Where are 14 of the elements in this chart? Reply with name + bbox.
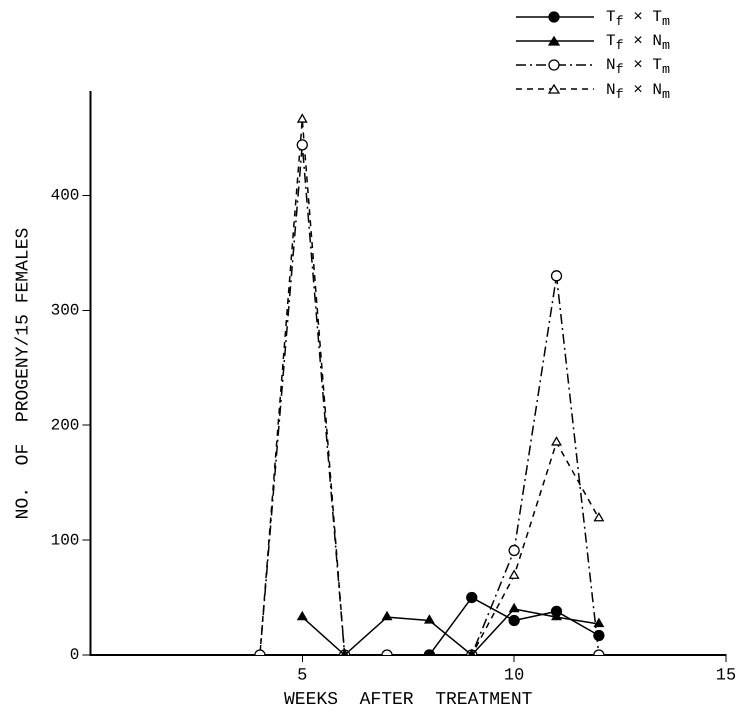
y-tick-label: 100: [50, 531, 80, 550]
x-axis-title: WEEKS AFTER TREATMENT: [284, 690, 533, 710]
x-tick-label: 10: [504, 666, 524, 686]
y-tick-label: 400: [50, 186, 80, 205]
legend-label: N$_{f}$ × T$_{m}$: [606, 56, 670, 79]
x-tick-label: 5: [297, 666, 308, 686]
x-tick-label: 15: [716, 666, 736, 686]
legend-label: N$_{f}$ × N$_{m}$: [606, 80, 670, 103]
legend-label: T$_{f}$ × T$_{m}$: [606, 8, 670, 30]
y-tick-label: 0: [70, 646, 80, 664]
legend-label: T$_{f}$ × N$_{m}$: [606, 32, 670, 54]
y-axis-title: NO. OF PROGENY/15 FEMALES: [14, 228, 34, 520]
y-tick-label: 200: [50, 416, 80, 434]
y-tick-label: 300: [50, 302, 80, 320]
